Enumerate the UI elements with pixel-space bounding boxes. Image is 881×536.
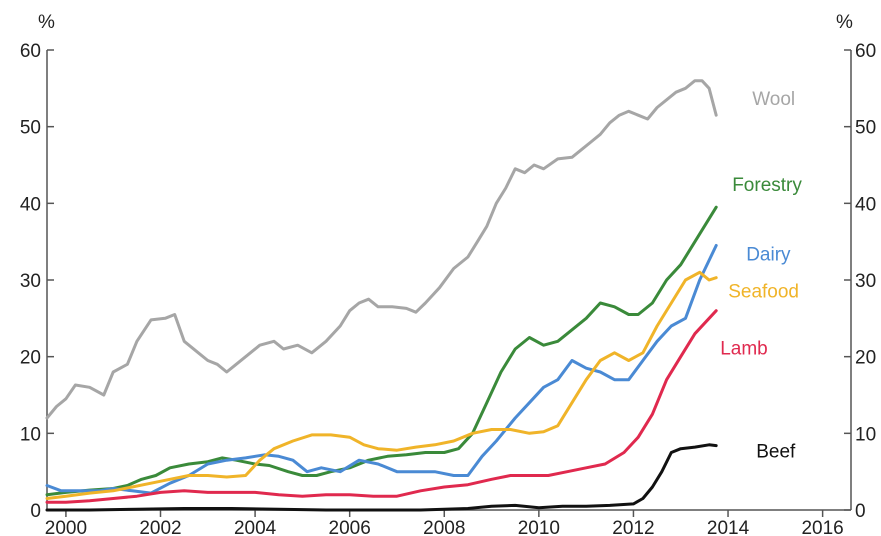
x-tick-label: 2006 [329,518,371,536]
x-tick-label: 2002 [139,518,181,536]
y-tick-label-right: 40 [855,194,876,215]
x-tick-label: 2014 [707,518,750,536]
series-label-forestry: Forestry [732,175,802,196]
x-tick-label: 2008 [423,518,465,536]
y-tick-label-left: 30 [20,271,41,292]
y-tick-label-right: 50 [855,118,876,139]
series-label-seafood: Seafood [728,282,799,303]
left-unit-label: % [38,12,55,33]
x-tick-label: 2004 [234,518,277,536]
series-line-dairy [45,244,718,495]
y-tick-label-left: 10 [20,424,41,445]
series-lines [45,79,718,512]
series-labels: Wool Forestry Dairy Seafood Lamb Beef [720,89,802,462]
series-label-beef: Beef [756,442,796,463]
ticks: 0 0 10 10 20 20 30 30 40 40 50 50 60 60 2000 2002 2004 20… [20,41,876,536]
y-tick-label-right: 10 [855,424,876,445]
x-tick-label: 2016 [801,518,843,536]
y-tick-label-left: 40 [20,194,41,215]
y-tick-label-right: 0 [855,501,866,522]
series-line-lamb [45,309,718,504]
series-line-seafood [45,270,718,500]
right-unit-label: % [836,12,853,33]
y-tick-label-left: 60 [20,41,41,62]
x-tick-label: 2000 [45,518,87,536]
y-tick-label-right: 60 [855,41,876,62]
x-tick-label: 2012 [612,518,654,536]
series-label-dairy: Dairy [746,245,791,266]
y-tick-label-right: 30 [855,271,876,292]
series-label-lamb: Lamb [720,339,768,360]
x-tick-label: 2010 [518,518,560,536]
y-tick-label-right: 20 [855,348,876,369]
series-line-beef [45,443,718,512]
series-line-wool [45,79,718,420]
y-tick-label-left: 20 [20,348,41,369]
y-tick-label-left: 50 [20,118,41,139]
y-tick-label-left: 0 [30,501,41,522]
series-label-wool: Wool [752,89,795,110]
series-line-forestry [45,205,718,497]
